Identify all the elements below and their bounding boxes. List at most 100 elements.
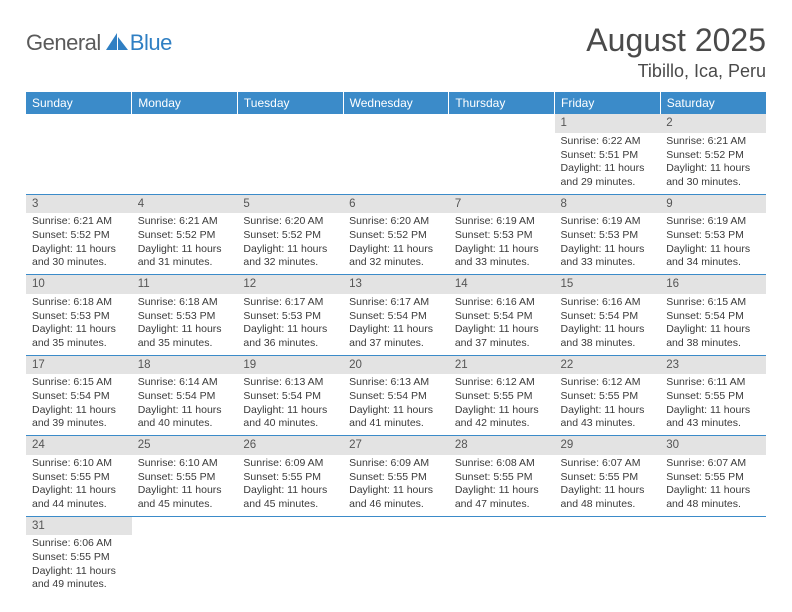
calendar-day-cell: 28Sunrise: 6:08 AMSunset: 5:55 PMDayligh… (449, 436, 555, 517)
calendar-day-cell: 4Sunrise: 6:21 AMSunset: 5:52 PMDaylight… (132, 194, 238, 275)
calendar-day-cell: 16Sunrise: 6:15 AMSunset: 5:54 PMDayligh… (660, 275, 766, 356)
calendar-header: SundayMondayTuesdayWednesdayThursdayFrid… (26, 92, 766, 114)
daylight-line: Daylight: 11 hours and 38 minutes. (561, 323, 655, 350)
calendar-day-cell: . (237, 114, 343, 194)
weekday-header: Tuesday (237, 92, 343, 114)
day-number: 28 (449, 436, 555, 455)
day-number: 20 (343, 356, 449, 375)
daylight-line: Daylight: 11 hours and 45 minutes. (243, 484, 337, 511)
daylight-line: Daylight: 11 hours and 40 minutes. (138, 404, 232, 431)
calendar-day-cell: 3Sunrise: 6:21 AMSunset: 5:52 PMDaylight… (26, 194, 132, 275)
calendar-day-cell: 13Sunrise: 6:17 AMSunset: 5:54 PMDayligh… (343, 275, 449, 356)
sunrise-line: Sunrise: 6:16 AM (455, 296, 549, 310)
sunset-line: Sunset: 5:54 PM (32, 390, 126, 404)
day-number: 17 (26, 356, 132, 375)
sunrise-line: Sunrise: 6:07 AM (666, 457, 760, 471)
day-content: Sunrise: 6:22 AMSunset: 5:51 PMDaylight:… (555, 133, 661, 194)
day-content: Sunrise: 6:15 AMSunset: 5:54 PMDaylight:… (26, 374, 132, 435)
daylight-line: Daylight: 11 hours and 29 minutes. (561, 162, 655, 189)
calendar-day-cell: . (449, 114, 555, 194)
day-content: Sunrise: 6:19 AMSunset: 5:53 PMDaylight:… (555, 213, 661, 274)
day-content: Sunrise: 6:17 AMSunset: 5:54 PMDaylight:… (343, 294, 449, 355)
logo: General Blue (26, 22, 172, 56)
day-content: Sunrise: 6:09 AMSunset: 5:55 PMDaylight:… (343, 455, 449, 516)
calendar-day-cell: 12Sunrise: 6:17 AMSunset: 5:53 PMDayligh… (237, 275, 343, 356)
sunset-line: Sunset: 5:51 PM (561, 149, 655, 163)
sunset-line: Sunset: 5:53 PM (138, 310, 232, 324)
calendar-week-row: 17Sunrise: 6:15 AMSunset: 5:54 PMDayligh… (26, 355, 766, 436)
sunrise-line: Sunrise: 6:12 AM (561, 376, 655, 390)
sunrise-line: Sunrise: 6:07 AM (561, 457, 655, 471)
day-number: 5 (237, 195, 343, 214)
daylight-line: Daylight: 11 hours and 39 minutes. (32, 404, 126, 431)
sunset-line: Sunset: 5:55 PM (561, 471, 655, 485)
day-content: Sunrise: 6:21 AMSunset: 5:52 PMDaylight:… (132, 213, 238, 274)
weekday-header: Friday (555, 92, 661, 114)
day-number: 31 (26, 517, 132, 536)
day-number: 27 (343, 436, 449, 455)
daylight-line: Daylight: 11 hours and 30 minutes. (666, 162, 760, 189)
sunrise-line: Sunrise: 6:08 AM (455, 457, 549, 471)
sunset-line: Sunset: 5:53 PM (666, 229, 760, 243)
day-content: Sunrise: 6:21 AMSunset: 5:52 PMDaylight:… (26, 213, 132, 274)
sunrise-line: Sunrise: 6:22 AM (561, 135, 655, 149)
calendar-week-row: 10Sunrise: 6:18 AMSunset: 5:53 PMDayligh… (26, 275, 766, 356)
sunset-line: Sunset: 5:52 PM (666, 149, 760, 163)
calendar-day-cell: 25Sunrise: 6:10 AMSunset: 5:55 PMDayligh… (132, 436, 238, 517)
daylight-line: Daylight: 11 hours and 40 minutes. (243, 404, 337, 431)
day-number: 6 (343, 195, 449, 214)
daylight-line: Daylight: 11 hours and 45 minutes. (138, 484, 232, 511)
logo-text-blue: Blue (130, 30, 172, 56)
daylight-line: Daylight: 11 hours and 37 minutes. (349, 323, 443, 350)
calendar-day-cell: 19Sunrise: 6:13 AMSunset: 5:54 PMDayligh… (237, 355, 343, 436)
day-number: 18 (132, 356, 238, 375)
calendar-day-cell: . (132, 516, 238, 596)
weekday-header: Saturday (660, 92, 766, 114)
sunrise-line: Sunrise: 6:15 AM (666, 296, 760, 310)
day-content: Sunrise: 6:15 AMSunset: 5:54 PMDaylight:… (660, 294, 766, 355)
day-number: 29 (555, 436, 661, 455)
sunset-line: Sunset: 5:53 PM (561, 229, 655, 243)
sunset-line: Sunset: 5:55 PM (455, 471, 549, 485)
calendar-day-cell: 6Sunrise: 6:20 AMSunset: 5:52 PMDaylight… (343, 194, 449, 275)
calendar-day-cell: 18Sunrise: 6:14 AMSunset: 5:54 PMDayligh… (132, 355, 238, 436)
daylight-line: Daylight: 11 hours and 43 minutes. (666, 404, 760, 431)
day-content: Sunrise: 6:18 AMSunset: 5:53 PMDaylight:… (132, 294, 238, 355)
calendar-page: General Blue August 2025 Tibillo, Ica, P… (0, 0, 792, 596)
daylight-line: Daylight: 11 hours and 35 minutes. (138, 323, 232, 350)
calendar-body: .....1Sunrise: 6:22 AMSunset: 5:51 PMDay… (26, 114, 766, 596)
sunset-line: Sunset: 5:53 PM (455, 229, 549, 243)
day-number: 13 (343, 275, 449, 294)
calendar-day-cell: 11Sunrise: 6:18 AMSunset: 5:53 PMDayligh… (132, 275, 238, 356)
sunrise-line: Sunrise: 6:18 AM (32, 296, 126, 310)
sunset-line: Sunset: 5:55 PM (349, 471, 443, 485)
day-number: 10 (26, 275, 132, 294)
day-content: Sunrise: 6:12 AMSunset: 5:55 PMDaylight:… (449, 374, 555, 435)
sunrise-line: Sunrise: 6:09 AM (349, 457, 443, 471)
sunrise-line: Sunrise: 6:14 AM (138, 376, 232, 390)
day-content: Sunrise: 6:12 AMSunset: 5:55 PMDaylight:… (555, 374, 661, 435)
sunset-line: Sunset: 5:55 PM (666, 471, 760, 485)
daylight-line: Daylight: 11 hours and 33 minutes. (455, 243, 549, 270)
daylight-line: Daylight: 11 hours and 37 minutes. (455, 323, 549, 350)
daylight-line: Daylight: 11 hours and 32 minutes. (243, 243, 337, 270)
calendar-day-cell: 22Sunrise: 6:12 AMSunset: 5:55 PMDayligh… (555, 355, 661, 436)
sunset-line: Sunset: 5:53 PM (32, 310, 126, 324)
day-number: 1 (555, 114, 661, 133)
calendar-day-cell: . (237, 516, 343, 596)
month-title: August 2025 (586, 22, 766, 59)
day-number: 19 (237, 356, 343, 375)
daylight-line: Daylight: 11 hours and 43 minutes. (561, 404, 655, 431)
day-number: 23 (660, 356, 766, 375)
weekday-header: Sunday (26, 92, 132, 114)
sunrise-line: Sunrise: 6:13 AM (243, 376, 337, 390)
daylight-line: Daylight: 11 hours and 44 minutes. (32, 484, 126, 511)
location-subtitle: Tibillo, Ica, Peru (586, 61, 766, 82)
day-number: 3 (26, 195, 132, 214)
calendar-day-cell: 15Sunrise: 6:16 AMSunset: 5:54 PMDayligh… (555, 275, 661, 356)
daylight-line: Daylight: 11 hours and 48 minutes. (666, 484, 760, 511)
sunrise-line: Sunrise: 6:17 AM (349, 296, 443, 310)
calendar-day-cell: . (132, 114, 238, 194)
calendar-day-cell: 27Sunrise: 6:09 AMSunset: 5:55 PMDayligh… (343, 436, 449, 517)
sunrise-line: Sunrise: 6:17 AM (243, 296, 337, 310)
